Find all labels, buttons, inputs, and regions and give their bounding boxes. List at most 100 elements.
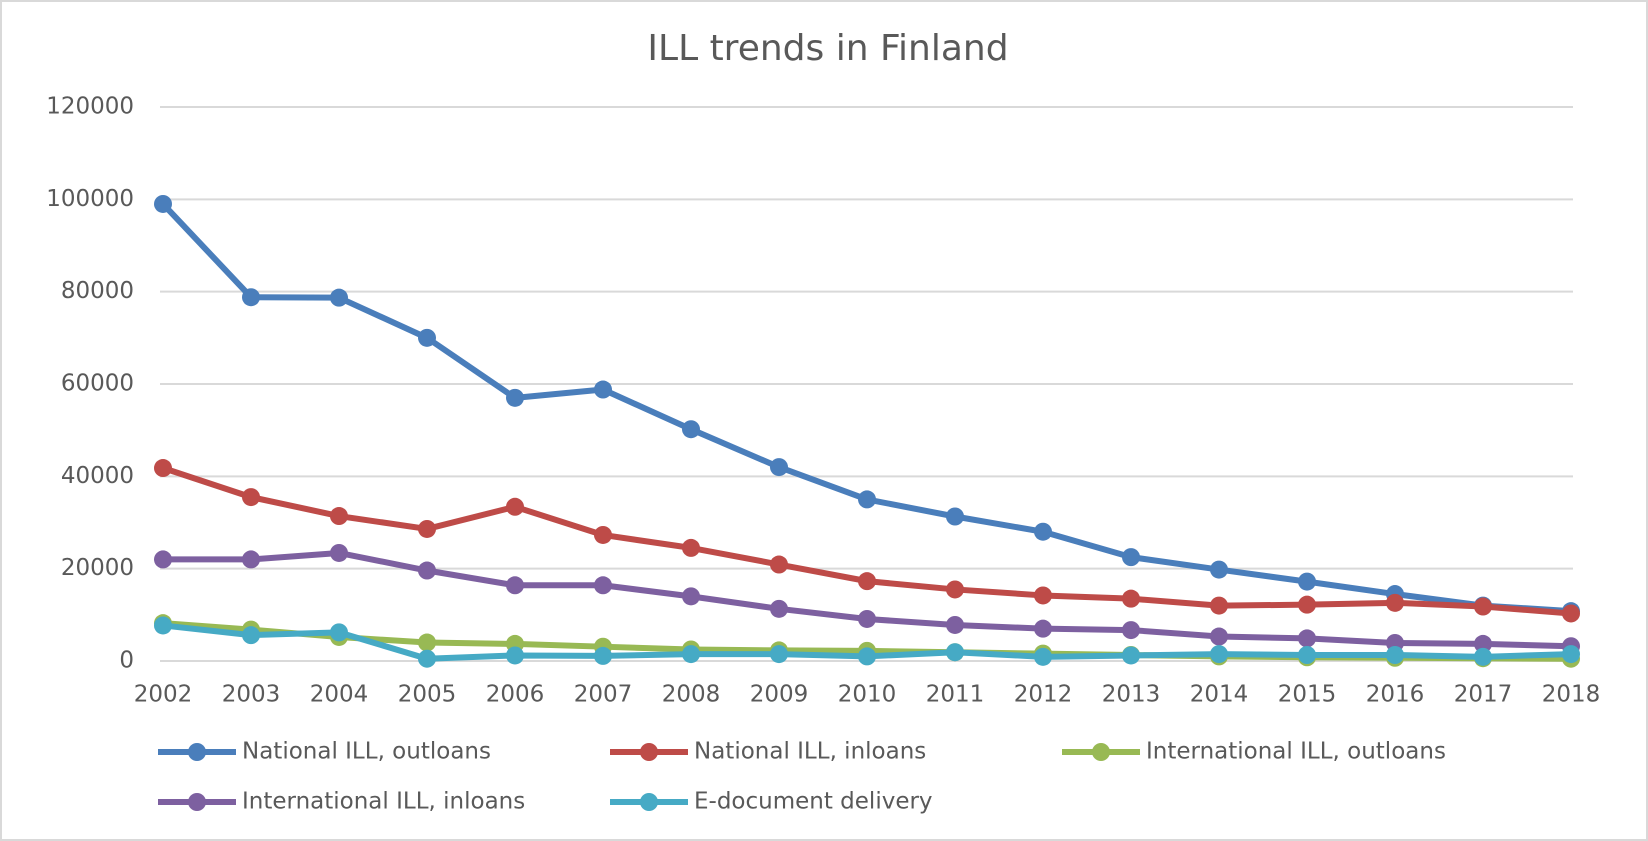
legend-label: National ILL, inloans: [694, 739, 926, 765]
data-point: [594, 380, 612, 399]
data-point: [1298, 645, 1316, 664]
x-tick-label: 2014: [1190, 682, 1249, 708]
data-point: [1034, 522, 1052, 541]
data-point: [242, 488, 260, 507]
data-point: [1122, 646, 1140, 665]
y-tick-label: 40000: [61, 463, 134, 489]
x-tick-label: 2007: [574, 682, 633, 708]
data-point: [1562, 604, 1580, 623]
x-tick-label: 2013: [1102, 682, 1161, 708]
data-point: [1034, 586, 1052, 605]
legend-marker: [1092, 743, 1110, 761]
x-tick-label: 2016: [1366, 682, 1425, 708]
x-tick-label: 2012: [1014, 682, 1073, 708]
data-point: [858, 647, 876, 666]
data-point: [506, 576, 524, 595]
data-point: [1210, 560, 1228, 579]
data-point: [1474, 597, 1492, 616]
data-point: [1386, 645, 1404, 664]
x-tick-label: 2005: [398, 682, 457, 708]
data-point: [154, 550, 172, 569]
data-point: [594, 576, 612, 595]
legend-marker: [640, 793, 658, 811]
data-point: [1474, 634, 1492, 653]
legend-marker: [188, 743, 206, 761]
x-tick-label: 2015: [1278, 682, 1337, 708]
x-tick-label: 2006: [486, 682, 545, 708]
data-point: [1298, 595, 1316, 614]
data-point: [154, 194, 172, 213]
data-point: [1210, 596, 1228, 615]
data-point: [1474, 647, 1492, 666]
y-tick-label: 0: [119, 648, 134, 674]
x-tick-label: 2009: [750, 682, 809, 708]
data-point: [1298, 572, 1316, 591]
data-point: [858, 609, 876, 628]
x-tick-label: 2002: [134, 682, 193, 708]
y-tick-label: 20000: [61, 555, 134, 581]
chart-title: ILL trends in Finland: [647, 28, 1008, 69]
legend-marker: [640, 743, 658, 761]
x-tick-label: 2010: [838, 682, 897, 708]
data-point: [858, 490, 876, 509]
data-point: [418, 633, 436, 652]
data-point: [682, 645, 700, 664]
x-tick-label: 2018: [1542, 682, 1601, 708]
data-point: [594, 646, 612, 665]
x-tick-label: 2017: [1454, 682, 1513, 708]
data-point: [506, 646, 524, 665]
data-point: [1122, 548, 1140, 567]
data-point: [770, 599, 788, 618]
data-point: [1210, 627, 1228, 646]
legend-label: International ILL, outloans: [1146, 739, 1446, 765]
data-point: [506, 497, 524, 516]
data-point: [506, 388, 524, 407]
data-point: [946, 507, 964, 526]
data-point: [770, 645, 788, 664]
data-point: [946, 580, 964, 599]
data-point: [682, 587, 700, 606]
data-point: [418, 328, 436, 347]
data-point: [154, 459, 172, 478]
data-point: [682, 538, 700, 557]
data-point: [946, 643, 964, 662]
data-point: [946, 615, 964, 634]
data-point: [154, 616, 172, 635]
data-point: [330, 288, 348, 307]
data-point: [418, 561, 436, 580]
data-point: [1210, 645, 1228, 664]
y-tick-label: 60000: [61, 371, 134, 397]
data-point: [1122, 589, 1140, 608]
data-point: [1386, 593, 1404, 612]
x-tick-label: 2004: [310, 682, 369, 708]
data-point: [242, 288, 260, 307]
data-point: [330, 507, 348, 526]
y-tick-label: 100000: [46, 186, 134, 212]
data-point: [1034, 647, 1052, 666]
x-tick-label: 2011: [926, 682, 985, 708]
data-point: [330, 543, 348, 562]
x-tick-label: 2008: [662, 682, 721, 708]
data-point: [242, 550, 260, 569]
data-point: [1122, 621, 1140, 640]
data-point: [1562, 645, 1580, 664]
data-point: [858, 572, 876, 591]
data-point: [330, 623, 348, 642]
data-point: [418, 649, 436, 668]
data-point: [770, 555, 788, 574]
legend-marker: [188, 793, 206, 811]
data-point: [1298, 629, 1316, 648]
legend-label: E-document delivery: [694, 789, 933, 815]
data-point: [242, 626, 260, 645]
y-tick-label: 80000: [61, 278, 134, 304]
data-point: [594, 525, 612, 544]
y-tick-label: 120000: [46, 94, 134, 120]
data-point: [418, 519, 436, 538]
data-point: [770, 458, 788, 477]
legend-label: International ILL, inloans: [242, 789, 525, 815]
data-point: [1034, 619, 1052, 638]
data-point: [682, 420, 700, 439]
x-tick-label: 2003: [222, 682, 281, 708]
